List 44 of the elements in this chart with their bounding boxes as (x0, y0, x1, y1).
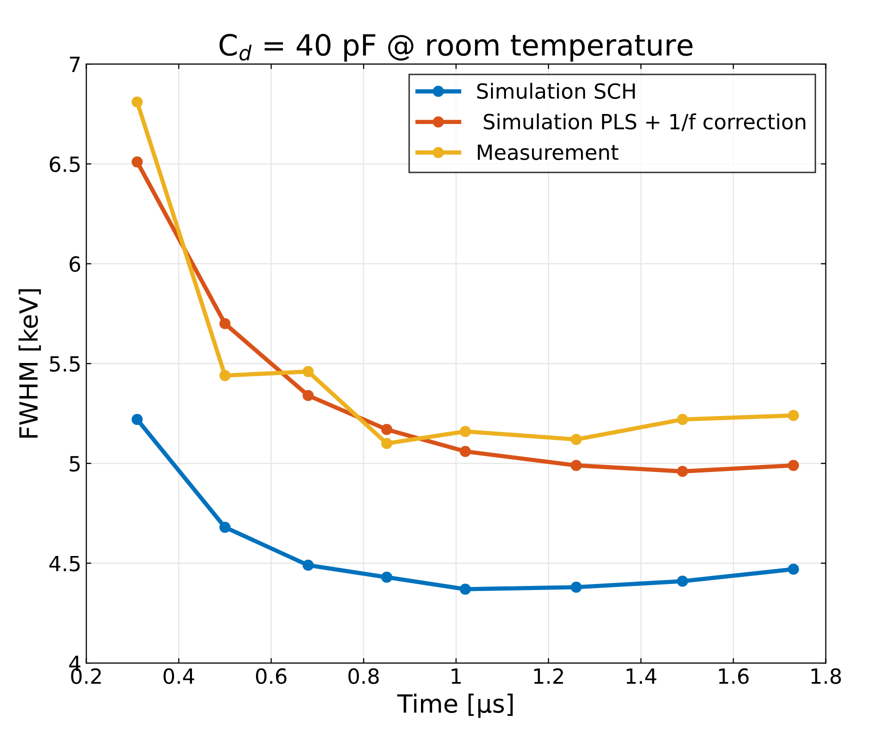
x-tick-label: 1.6 (719, 668, 749, 684)
y-axis-title: FWHM [keV] (18, 289, 41, 438)
x-tick-label: 0.8 (348, 668, 379, 684)
x-axis-title: Time [μs] (397, 694, 513, 718)
point (381, 572, 392, 583)
legend-label: Simulation SCH (477, 82, 635, 99)
x-tick-label: 1 (452, 668, 461, 684)
point (219, 318, 231, 330)
point (788, 460, 799, 471)
point (460, 446, 471, 457)
point (302, 560, 314, 571)
y-tick-label: 4.5 (49, 556, 80, 572)
y-tick-label: 5.5 (50, 356, 80, 372)
chart-title: C$_{d}$ = 40 pF @ room temperature (220, 34, 692, 62)
point (460, 426, 471, 437)
point (460, 584, 471, 595)
point (302, 390, 314, 402)
y-tick-label: 5 (70, 456, 80, 472)
legend-label: Simulation PLS + 1/f correction (484, 113, 806, 132)
point (788, 564, 799, 575)
legend-label: Measurement (478, 144, 618, 160)
y-tick-label: 6.5 (50, 156, 80, 172)
y-tick-label: 7 (70, 56, 80, 72)
x-tick-label: 1.4 (626, 668, 656, 684)
point (381, 424, 392, 436)
point (788, 410, 799, 422)
point (570, 434, 582, 445)
x-tick-label: 1.2 (534, 668, 563, 684)
point (676, 414, 688, 426)
point (219, 370, 231, 382)
point (302, 366, 314, 378)
point (676, 466, 688, 477)
point (132, 156, 143, 168)
point (132, 414, 143, 426)
point (676, 576, 688, 587)
point (570, 582, 582, 593)
point (570, 460, 582, 471)
point (132, 96, 143, 108)
y-tick-label: 6 (70, 256, 80, 272)
point (219, 522, 231, 533)
x-tick-label: 1.8 (812, 668, 841, 684)
x-tick-label: 0.6 (256, 668, 286, 684)
point (381, 438, 392, 449)
x-tick-label: 0.4 (164, 668, 194, 684)
